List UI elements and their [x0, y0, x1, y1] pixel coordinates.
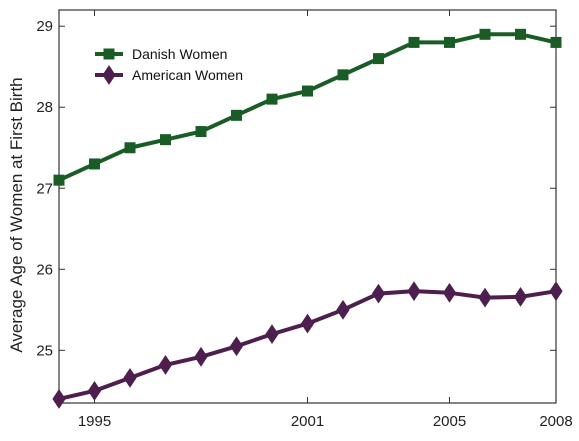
legend-label: American Women — [132, 67, 243, 83]
legend-marker — [102, 65, 116, 85]
data-point — [123, 367, 137, 388]
y-axis-title: Average Age of Women at First Birth — [7, 77, 26, 352]
y-tick-label: 25 — [36, 342, 53, 359]
axes: 25 26 27 28 29 1995 2001 2005 2008 — [36, 9, 573, 430]
data-point — [160, 134, 171, 146]
data-point — [515, 28, 526, 40]
data-point — [124, 142, 136, 154]
series-layer — [52, 28, 563, 409]
x-tick-label: 2001 — [291, 413, 324, 430]
data-point — [549, 281, 563, 302]
data-point — [265, 324, 279, 345]
data-point — [302, 85, 313, 97]
data-point — [87, 380, 102, 401]
legend-marker — [103, 48, 115, 60]
data-point — [373, 53, 384, 65]
data-point — [158, 355, 173, 375]
series-line — [57, 289, 558, 401]
data-point — [195, 126, 207, 138]
x-tick-label: 2005 — [433, 413, 466, 430]
data-point — [89, 158, 100, 170]
data-point — [408, 36, 420, 48]
data-point — [266, 93, 278, 105]
data-point — [52, 389, 66, 409]
legend-item: American Women — [95, 65, 243, 85]
series-square — [53, 28, 562, 186]
data-point — [479, 28, 491, 40]
x-tick-label: 2008 — [539, 413, 572, 430]
data-point — [444, 36, 455, 48]
y-tick-label: 26 — [36, 261, 53, 278]
y-tick-label: 29 — [36, 18, 53, 35]
data-point — [442, 282, 457, 303]
data-point — [53, 174, 65, 186]
data-point — [550, 36, 562, 48]
y-tick-label: 28 — [36, 99, 53, 116]
legend-item: Danish Women — [95, 46, 227, 62]
legend: Danish Women American Women — [95, 46, 243, 85]
data-point — [336, 299, 350, 320]
series-diamond — [52, 281, 563, 409]
data-point — [229, 336, 244, 357]
data-point — [194, 346, 208, 367]
y-tick-label: 27 — [36, 180, 53, 197]
data-point — [478, 287, 492, 308]
data-point — [300, 313, 315, 334]
data-point — [231, 109, 242, 121]
x-tick-label: 1995 — [78, 413, 111, 430]
data-point — [371, 283, 386, 304]
data-point — [513, 286, 528, 307]
data-point — [407, 281, 421, 302]
data-point — [337, 69, 349, 81]
legend-label: Danish Women — [132, 46, 227, 62]
